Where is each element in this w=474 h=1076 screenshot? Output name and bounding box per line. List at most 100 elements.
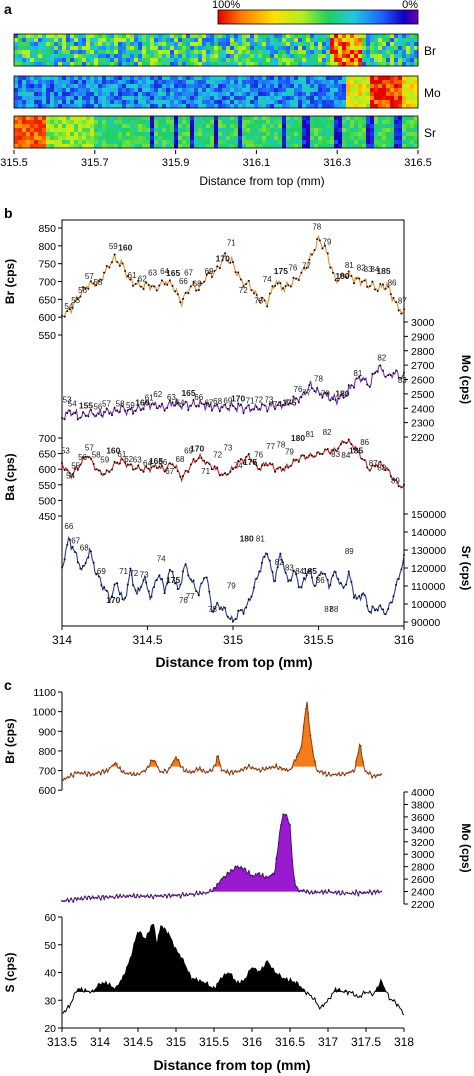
data-point [174,466,177,469]
heatmap-cell [266,92,271,97]
heatmap-cell [298,54,303,59]
heatmap-cell [106,132,111,137]
heatmap-cell [254,50,259,55]
heatmap-cell [26,140,31,145]
heatmap-cell [394,54,399,59]
data-point [147,467,150,470]
heatmap-cell [154,62,159,67]
data-point [337,578,340,581]
heatmap-cell [238,120,243,125]
heatmap-cell [38,58,43,63]
heatmap-cell [30,50,35,55]
heatmap-cell [262,80,267,85]
heatmap-cell [78,84,83,89]
heatmap-cell [250,42,255,47]
heatmap-cell [330,50,335,55]
heatmap-cell [274,128,279,133]
data-point [76,468,79,471]
data-point [154,894,157,897]
heatmap-cell [330,34,335,39]
data-point [179,896,182,899]
heatmap-cell [250,92,255,97]
heatmap-cell [46,76,51,81]
data-point [140,770,143,773]
heatmap-cell [298,104,303,109]
heatmap-cell [334,46,339,51]
heatmap-cell [274,88,279,93]
heatmap-cell [102,120,107,125]
data-point [261,766,264,769]
heatmap-cell [414,144,419,149]
data-point [138,896,141,899]
heatmap-cell [158,100,163,105]
heatmap-cell [274,54,279,59]
data-point [124,269,127,272]
heatmap-cell [90,92,95,97]
peak-label: 59 [100,455,109,464]
heatmap-cell [370,58,375,63]
heatmap-cell [286,136,291,141]
data-point [134,409,137,412]
heatmap-cell [314,144,319,149]
peak-label: 71 [201,467,210,476]
heatmap-cell [22,136,27,141]
heatmap-cell [134,46,139,51]
data-point [204,771,207,774]
heatmap-cell [42,50,47,55]
data-point [339,774,342,777]
heatmap-cell [62,58,67,63]
data-point [93,897,95,900]
heatmap-cell [366,80,371,85]
heatmap-cell [178,80,183,85]
heatmap-cell [162,50,167,55]
heatmap-cell [306,140,311,145]
heatmap-cell [338,92,343,97]
data-point [403,553,405,556]
heatmap-cell [162,92,167,97]
peak-label: 82 [357,264,366,273]
heatmap-cell [86,92,91,97]
heatmap-cell [146,140,151,145]
heatmap-cell [142,92,147,97]
heatmap-cell [206,136,211,141]
data-point [171,570,174,573]
heatmap-cell [310,116,315,121]
heatmap-cell [66,84,71,89]
peak-label: 67 [71,536,80,545]
heatmap-cell [74,54,79,59]
heatmap-cell [250,46,255,51]
heatmap-cell [246,120,251,125]
heatmap-cell [242,100,247,105]
heatmap-cell [166,76,171,81]
heatmap-cell [178,136,183,141]
heatmap-cell [198,116,203,121]
data-point [139,469,142,472]
heatmap-cell [218,136,223,141]
heatmap-cell [54,140,59,145]
heatmap-cell [186,96,191,101]
heatmap-cell [18,128,23,133]
heatmap-cell [174,104,179,109]
heatmap-cell [318,120,323,125]
data-point [192,280,195,283]
heatmap-cell [98,50,103,55]
heatmap-cell [106,54,111,59]
heatmap-cell [50,92,55,97]
peak-label: 180 [291,433,305,443]
heatmap-cell [234,34,239,39]
data-point [184,770,187,773]
heatmap-cell [326,120,331,125]
data-point [253,408,256,411]
peak-label: 58 [116,400,125,409]
heatmap-cell [110,34,115,39]
heatmap-cell [294,116,299,121]
heatmap-cell [34,96,39,101]
data-point [318,771,321,774]
peak-label: 86 [316,576,325,585]
heatmap-cell [230,116,235,121]
heatmap-cell [382,104,387,109]
heatmap-cell [286,140,291,145]
heatmap-cell [46,96,51,101]
heatmap-cell [182,124,187,129]
peak-label: 170 [231,394,245,404]
